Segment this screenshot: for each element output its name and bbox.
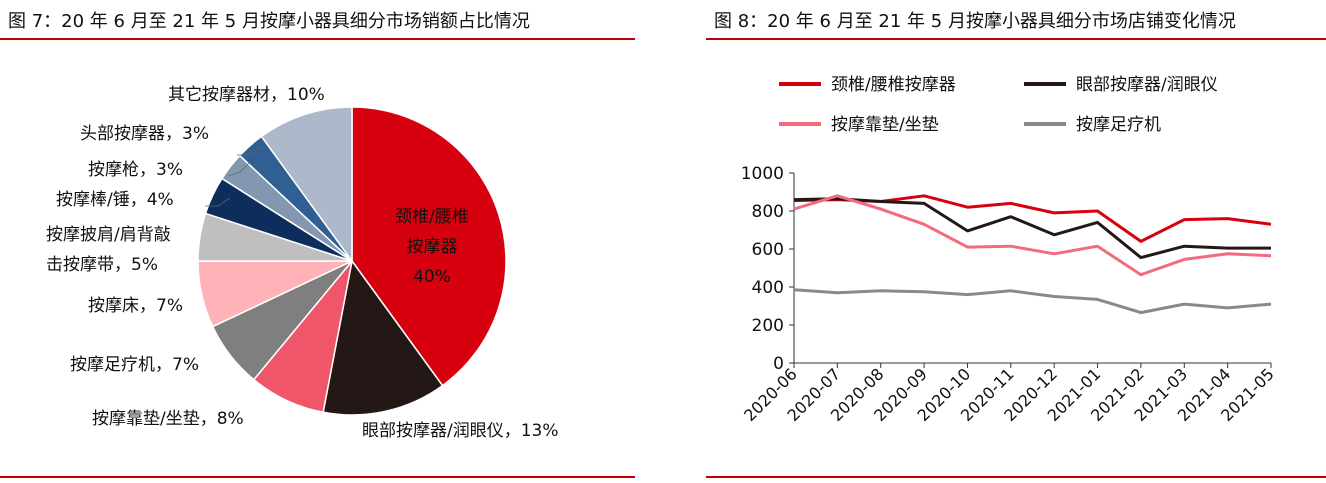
pie-leader-line <box>227 161 251 177</box>
figure-8-top-rule <box>706 38 1326 40</box>
pie-slice-label: 头部按摩器，3% <box>80 124 209 144</box>
y-tick-label: 600 <box>752 240 784 260</box>
pie-slice-label: 颈椎/腰椎 <box>395 207 469 227</box>
y-tick-label: 0 <box>773 354 784 374</box>
legend-label: 按摩足疗机 <box>1076 115 1161 135</box>
series-line <box>793 194 1272 243</box>
pie-slice-label: 击按摩带，5% <box>46 255 158 275</box>
y-tick-label: 800 <box>752 202 784 222</box>
line-chart: 020040060080010002020-062020-072020-0820… <box>740 75 1278 425</box>
legend-label: 眼部按摩器/润眼仪 <box>1076 75 1218 95</box>
figure-7-title: 图 7：20 年 6 月至 21 年 5 月按摩小器具细分市场销额占比情况 <box>8 11 530 32</box>
pie-leader-line <box>237 145 263 156</box>
series-line <box>793 194 1272 277</box>
pie-leader-line <box>205 197 231 207</box>
pie-slice-label: 按摩棒/锤，4% <box>56 190 174 210</box>
pie-chart: 颈椎/腰椎按摩器 40% 眼部按摩器/润眼仪，13% 按摩靠垫/坐垫，8% 按摩足疗机，… <box>46 85 559 441</box>
pie-slice-label: 其它按摩器材，10% <box>168 85 325 105</box>
y-tick-label: 400 <box>752 278 784 298</box>
pie-slice <box>322 259 444 416</box>
figure-8-panel: 图 8：20 年 6 月至 21 年 5 月按摩小器具细分市场店铺变化情况 0 2… <box>706 0 1326 483</box>
y-tick-label: 200 <box>752 316 784 336</box>
pie-slice-label: 按摩足疗机，7% <box>70 355 199 375</box>
legend-label: 按摩靠垫/坐垫 <box>831 115 939 135</box>
pie-slice-label: 按摩枪，3% <box>88 160 183 180</box>
pie-slice-label: 按摩披肩/肩背敲 <box>46 225 171 245</box>
pie-slice <box>260 106 353 264</box>
pie-slice-label: 按摩器 <box>407 237 458 257</box>
figure-8-title: 图 8：20 年 6 月至 21 年 5 月按摩小器具细分市场店铺变化情况 <box>714 11 1236 32</box>
pie-slice <box>351 106 507 387</box>
figure-8-bottom-rule <box>706 476 1326 478</box>
series-line <box>793 288 1272 315</box>
pie-slice-label: 眼部按摩器/润眼仪，13% <box>362 421 559 441</box>
series-line <box>793 197 1271 260</box>
pie-slice-label: 按摩靠垫/坐垫，8% <box>92 409 244 429</box>
figure-7-top-rule <box>0 38 635 40</box>
figure-7-bottom-rule <box>0 476 635 478</box>
y-tick-label: 1000 <box>741 164 784 184</box>
pie-slice-label: 40% <box>413 267 451 287</box>
pie-slice-label: 按摩床，7% <box>88 296 183 316</box>
figure-7-panel: 图 7：20 年 6 月至 21 年 5 月按摩小器具细分市场销额占比情况 颈椎… <box>0 0 635 483</box>
legend-label: 颈椎/腰椎按摩器 <box>831 75 956 95</box>
